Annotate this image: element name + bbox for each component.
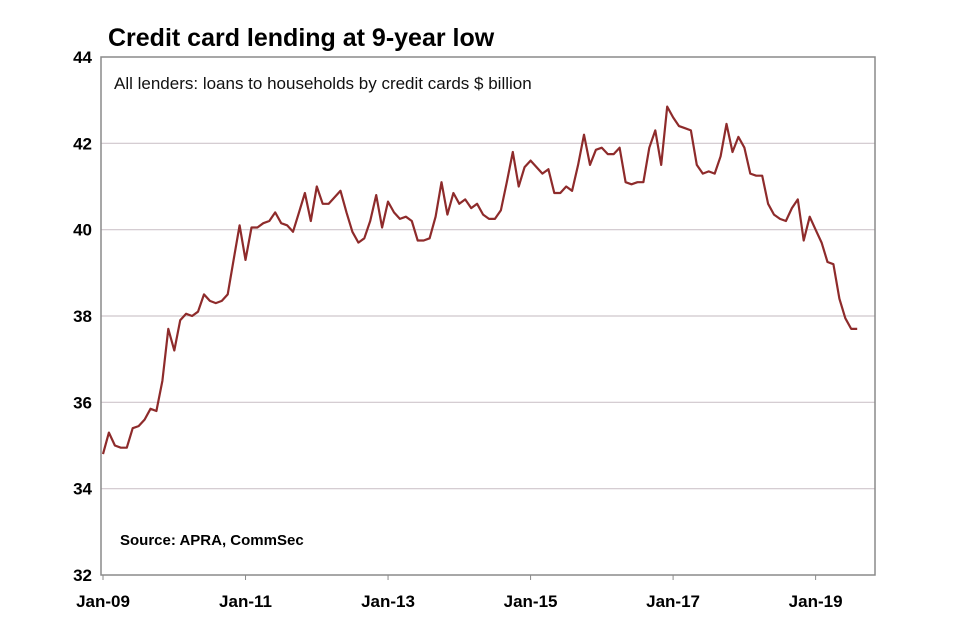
chart-subtitle: All lenders: loans to households by cred…: [114, 74, 532, 93]
y-tick-label: 40: [73, 221, 92, 240]
x-tick-label: Jan-09: [76, 592, 130, 611]
x-tick-label: Jan-11: [219, 592, 272, 611]
y-tick-label: 36: [73, 393, 92, 412]
plot-frame: [100, 56, 876, 576]
y-tick-label: 44: [73, 48, 92, 67]
y-tick-label: 32: [73, 566, 92, 585]
source-note: Source: APRA, CommSec: [120, 532, 304, 549]
x-tick-label: Jan-17: [646, 592, 700, 611]
y-tick-label: 38: [73, 307, 92, 326]
series-line: [101, 105, 858, 455]
y-tick-label: 34: [73, 480, 92, 499]
y-tick-label: 42: [73, 134, 92, 153]
gridlines: [101, 142, 875, 490]
chart-title: Credit card lending at 9-year low: [108, 24, 495, 52]
x-tick-label: Jan-19: [789, 592, 843, 611]
x-tick-label: Jan-13: [361, 592, 415, 611]
x-tick-label: Jan-15: [504, 592, 558, 611]
